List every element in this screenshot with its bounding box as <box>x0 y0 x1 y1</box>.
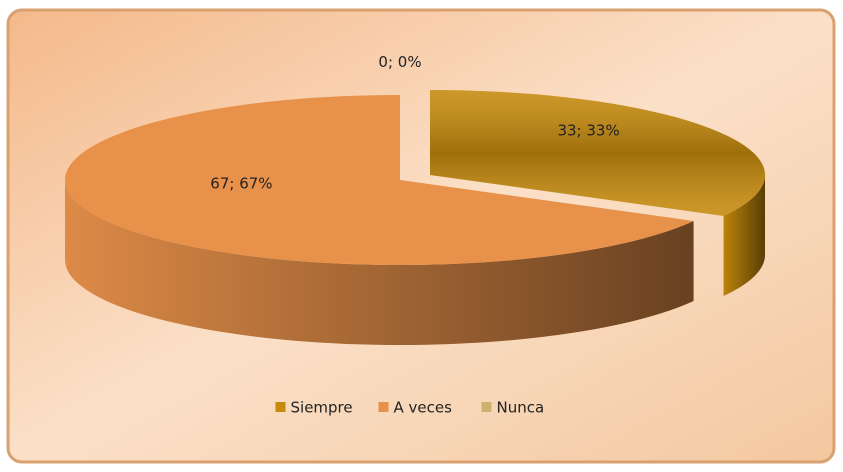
data-label: 33; 33% <box>557 122 619 140</box>
data-label: 0; 0% <box>378 53 421 71</box>
legend-swatch <box>481 402 492 412</box>
legend-label: Siempre <box>291 399 353 417</box>
legend-swatch <box>275 402 286 412</box>
plot-area: 33; 33% 67; 67% 0; 0% <box>64 53 766 346</box>
slice-side-shade <box>723 175 765 296</box>
data-label: 67; 67% <box>210 174 272 192</box>
slice-texture <box>430 90 766 216</box>
legend-label: A veces <box>394 399 453 417</box>
legend-swatch <box>378 402 389 412</box>
legend-label: Nunca <box>497 399 545 417</box>
legend: Siempre A veces Nunca <box>275 399 545 417</box>
slice-side-shade <box>65 180 694 346</box>
slice <box>64 95 694 265</box>
